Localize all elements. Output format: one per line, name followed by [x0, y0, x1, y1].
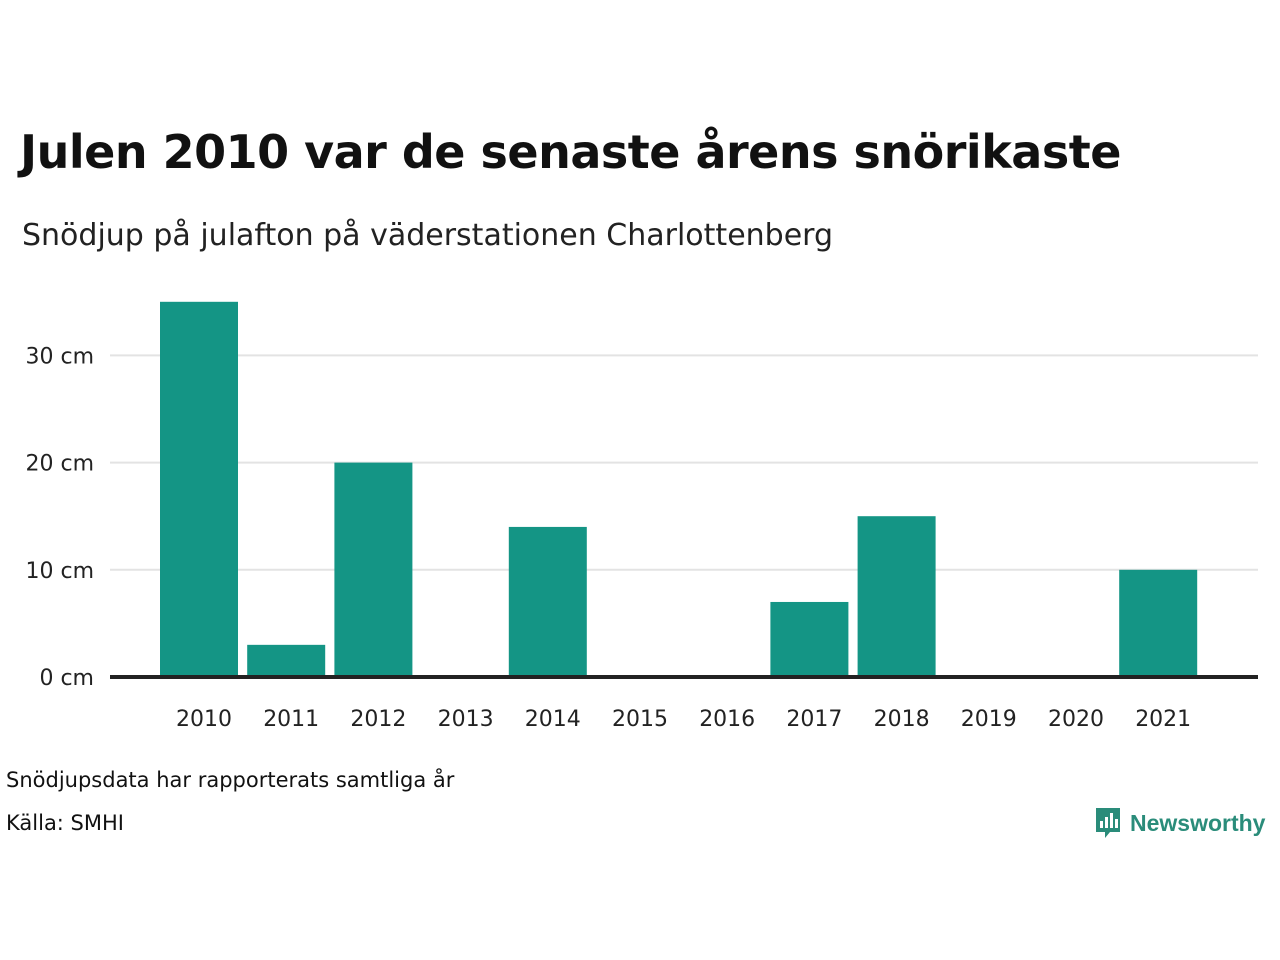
chart-title: Julen 2010 var de senaste årens snörikas… — [20, 125, 1121, 179]
x-tick-label: 2015 — [612, 707, 668, 732]
bar-2011 — [247, 644, 326, 677]
y-tick-label: 20 cm — [25, 452, 94, 477]
y-tick-label: 0 cm — [39, 666, 94, 691]
bar-2018 — [857, 516, 936, 677]
bar-2014 — [508, 526, 587, 677]
gridlines — [110, 354, 1258, 571]
bars — [160, 301, 1198, 677]
y-tick-label: 30 cm — [25, 344, 94, 369]
brand-logo: Newsworthy — [1094, 806, 1265, 840]
bar-2021 — [1119, 569, 1198, 677]
x-tick-label: 2012 — [350, 707, 406, 732]
y-tick-label: 10 cm — [25, 559, 94, 584]
x-tick-label: 2014 — [525, 707, 581, 732]
bar-chart: 0 cm 10 cm 20 cm 30 cm 2010 2011 2012 2013 2014… — [25, 301, 1258, 732]
y-axis-tick-labels: 0 cm 10 cm 20 cm 30 cm — [25, 344, 94, 691]
x-tick-label: 2010 — [176, 707, 232, 732]
x-tick-label: 2018 — [874, 707, 930, 732]
bar-2010 — [160, 301, 238, 677]
x-tick-label: 2011 — [263, 707, 319, 732]
x-axis-tick-labels: 2010 2011 2012 2013 2014 2015 2016 2017 2018 2019… — [176, 707, 1191, 732]
x-tick-label: 2016 — [699, 707, 755, 732]
bar-2012 — [334, 462, 413, 677]
x-tick-label: 2019 — [961, 707, 1017, 732]
bar-2017 — [770, 601, 849, 677]
source-note: Källa: SMHI — [6, 811, 124, 835]
newsworthy-logo-icon — [1096, 808, 1120, 838]
x-tick-label: 2021 — [1135, 707, 1191, 732]
x-tick-label: 2020 — [1048, 707, 1104, 732]
x-tick-label: 2017 — [786, 707, 842, 732]
data-note: Snödjupsdata har rapporterats samtliga å… — [6, 768, 455, 792]
chart-subtitle: Snödjup på julafton på väderstationen Ch… — [22, 218, 834, 253]
x-tick-label: 2013 — [438, 707, 494, 732]
brand-name: Newsworthy — [1130, 809, 1266, 836]
